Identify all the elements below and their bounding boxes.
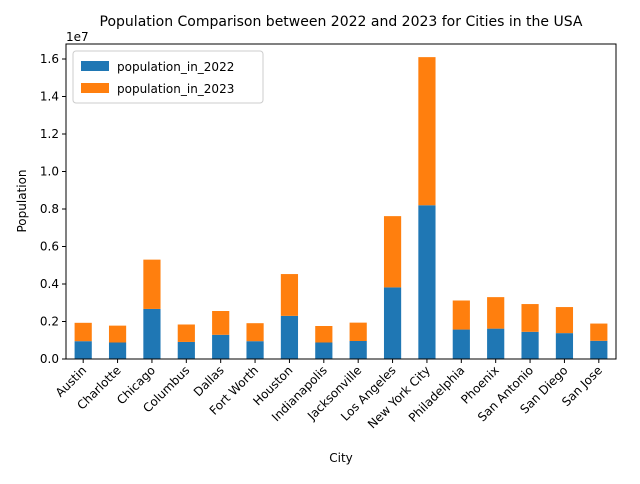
- y-tick-label: 0.4: [40, 277, 59, 291]
- bar-jacksonville-population-in-2022: [349, 341, 367, 359]
- bar-san-diego-population-in-2023: [555, 307, 574, 334]
- bar-dallas-population-in-2023: [212, 311, 230, 335]
- x-axis-label: City: [329, 451, 353, 465]
- bar-los-angeles-population-in-2023: [383, 216, 402, 288]
- chart-title: Population Comparison between 2022 and 2…: [100, 14, 583, 30]
- bar-san-jose-population-in-2022: [590, 340, 608, 359]
- bar-san-antonio-population-in-2022: [521, 331, 539, 359]
- y-tick-label: 0.6: [40, 240, 59, 254]
- legend-label-2022: population_in_2022: [117, 60, 234, 74]
- y-axis: 0.0 0.2 0.4 0.6 0.8 1.0 1.2 1.4 1.6: [40, 52, 66, 366]
- plot-area: [74, 57, 608, 360]
- y-tick-label: 1.0: [40, 165, 59, 179]
- bar-charlotte-population-in-2023: [108, 325, 127, 343]
- bar-new-york-city-population-in-2022: [418, 205, 436, 359]
- y-offset-label: 1e7: [66, 30, 89, 44]
- bar-houston-population-in-2022: [280, 315, 299, 360]
- legend-swatch-2023: [81, 83, 109, 93]
- bar-chicago-population-in-2023: [143, 259, 161, 309]
- bar-san-diego-population-in-2022: [555, 333, 574, 360]
- y-tick-label: 0.2: [40, 315, 59, 329]
- bar-austin-population-in-2022: [74, 341, 92, 359]
- plot-frame: [65, 43, 617, 360]
- bar-indianapolis-population-in-2023: [315, 326, 333, 343]
- y-tick-label: 1.2: [40, 127, 59, 141]
- bar-indianapolis-population-in-2022: [315, 342, 333, 359]
- bar-houston-population-in-2023: [280, 274, 299, 316]
- y-axis-label: Population: [15, 169, 29, 232]
- bar-austin-population-in-2023: [74, 322, 92, 342]
- y-tick-label: 1.6: [40, 52, 59, 66]
- legend-swatch-2022: [81, 61, 109, 71]
- bar-new-york-city-population-in-2023: [418, 57, 436, 206]
- y-tick-label: 0.0: [40, 352, 59, 366]
- bar-jacksonville-population-in-2023: [349, 322, 367, 342]
- bar-charlotte-population-in-2022: [108, 342, 127, 359]
- bar-los-angeles-population-in-2022: [383, 287, 402, 360]
- bar-phoenix-population-in-2023: [487, 297, 505, 329]
- legend: population_in_2022 population_in_2023: [72, 50, 264, 104]
- y-tick-label: 0.8: [40, 202, 59, 216]
- bar-columbus-population-in-2023: [177, 324, 195, 342]
- bar-fort-worth-population-in-2022: [246, 341, 264, 359]
- legend-frame: [72, 50, 264, 104]
- bar-philadelphia-population-in-2023: [452, 300, 470, 330]
- bar-san-antonio-population-in-2023: [521, 304, 539, 332]
- bar-fort-worth-population-in-2023: [246, 323, 264, 342]
- bar-philadelphia-population-in-2022: [452, 329, 470, 359]
- bar-chicago-population-in-2022: [143, 308, 161, 359]
- legend-label-2023: population_in_2023: [117, 82, 234, 96]
- bar-dallas-population-in-2022: [212, 334, 230, 359]
- bar-phoenix-population-in-2022: [487, 328, 505, 360]
- bar-san-jose-population-in-2023: [590, 323, 608, 341]
- y-tick-label: 1.4: [40, 90, 59, 104]
- bar-columbus-population-in-2022: [177, 341, 195, 359]
